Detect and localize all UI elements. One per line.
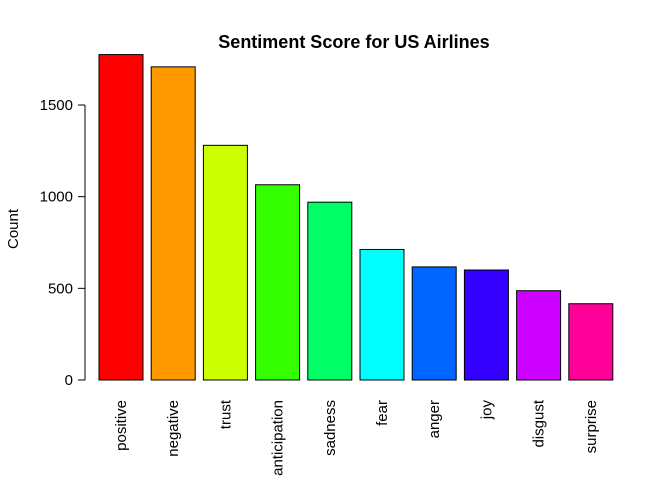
y-tick-label: 1000 (40, 189, 73, 206)
bar-negative (150, 66, 196, 381)
bar-positive (98, 54, 144, 381)
bar-sadness (307, 201, 353, 381)
y-tick-label: 0 (65, 372, 73, 389)
y-tick-label: 500 (48, 280, 73, 297)
bar-anger (411, 266, 457, 381)
x-tick-label: negative (165, 400, 182, 457)
bars (98, 54, 614, 381)
bar-surprise (568, 303, 614, 381)
y-axis-label: Count (5, 208, 22, 249)
bar-trust (202, 144, 248, 381)
x-tick-label: anger (426, 400, 443, 438)
x-tick-label: surprise (583, 400, 600, 453)
chart-title: Sentiment Score for US Airlines (218, 32, 489, 52)
x-tick-label: fear (374, 400, 391, 426)
x-tick-label: joy (478, 400, 495, 421)
y-axis: 0 500 1000 1500 (40, 97, 86, 389)
x-tick-label: sadness (322, 400, 339, 456)
x-tick-label: positive (113, 400, 130, 451)
bar-disgust (516, 290, 562, 381)
x-tick-label: trust (217, 399, 234, 429)
bar-fear (359, 248, 405, 381)
bar-joy (463, 269, 509, 381)
x-axis-labels: positive negative trust anticipation sadness… (113, 399, 600, 476)
bar-anticipation (255, 184, 301, 381)
x-tick-label: anticipation (270, 400, 287, 476)
x-tick-label: disgust (531, 399, 548, 447)
y-tick-label: 1500 (40, 97, 73, 114)
